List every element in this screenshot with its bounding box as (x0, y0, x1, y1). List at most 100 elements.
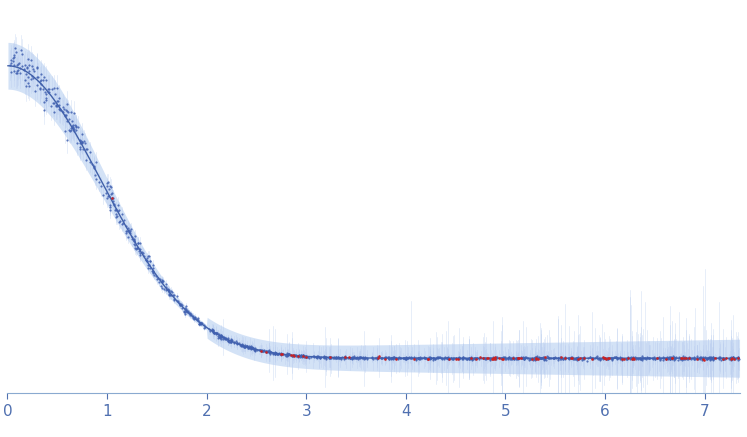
Point (678, 354, 690, 361)
Point (300, 354, 312, 361)
Point (412, 354, 424, 361)
Point (68, 109, 80, 116)
Point (270, 349, 282, 356)
Point (648, 355, 660, 362)
Point (106, 194, 118, 201)
Point (717, 354, 729, 361)
Point (495, 354, 506, 361)
Point (616, 354, 628, 361)
Point (214, 332, 226, 339)
Point (122, 228, 134, 235)
Point (469, 355, 481, 362)
Point (651, 354, 663, 361)
Point (296, 353, 308, 360)
Point (27, 66, 39, 73)
Point (52, 98, 63, 105)
Point (707, 354, 719, 361)
Point (530, 354, 542, 361)
Point (59, 127, 71, 134)
Point (74, 136, 86, 143)
Point (350, 355, 362, 362)
Point (88, 163, 100, 170)
Point (707, 355, 719, 362)
Point (86, 160, 98, 167)
Point (213, 330, 225, 337)
Point (161, 286, 173, 293)
Point (231, 340, 243, 347)
Point (212, 333, 224, 340)
Point (406, 354, 418, 361)
Point (675, 355, 687, 362)
Point (164, 289, 176, 296)
Point (140, 257, 152, 264)
Point (167, 291, 179, 298)
Point (339, 354, 351, 361)
Point (312, 354, 324, 361)
Point (459, 355, 471, 362)
Point (161, 285, 173, 292)
Point (679, 353, 691, 360)
Point (248, 346, 260, 353)
Point (484, 356, 496, 363)
Point (72, 124, 84, 131)
Point (106, 194, 118, 201)
Point (105, 201, 117, 208)
Point (489, 354, 501, 361)
Point (443, 356, 455, 363)
Point (559, 355, 571, 362)
Point (180, 302, 192, 309)
Point (630, 355, 642, 362)
Point (507, 354, 519, 361)
Point (518, 354, 530, 361)
Point (295, 353, 307, 360)
Point (55, 106, 66, 113)
Point (693, 354, 705, 361)
Point (68, 125, 80, 132)
Point (672, 357, 684, 364)
Point (526, 355, 538, 362)
Point (276, 350, 288, 357)
Point (681, 354, 692, 361)
Point (597, 355, 609, 362)
Point (288, 351, 300, 358)
Point (540, 356, 552, 363)
Point (425, 354, 437, 361)
Point (263, 348, 275, 355)
Point (107, 198, 119, 205)
Point (359, 354, 371, 361)
Point (616, 356, 628, 363)
Point (311, 354, 323, 361)
Point (634, 356, 646, 363)
Point (704, 356, 716, 363)
Point (495, 354, 506, 361)
Point (43, 89, 55, 96)
Point (388, 354, 400, 361)
Point (662, 354, 674, 361)
Point (31, 63, 43, 70)
Point (400, 355, 412, 362)
Point (594, 356, 606, 363)
Point (305, 353, 317, 360)
Point (409, 356, 421, 363)
Point (149, 272, 161, 279)
Point (167, 296, 179, 303)
Point (513, 355, 525, 362)
Point (84, 148, 96, 155)
Point (563, 354, 575, 361)
Point (114, 218, 125, 225)
Point (611, 355, 623, 362)
Point (208, 329, 220, 336)
Point (70, 123, 82, 130)
Point (204, 328, 216, 335)
Point (260, 349, 272, 356)
Point (548, 355, 560, 362)
Point (485, 354, 497, 361)
Point (533, 354, 545, 361)
Point (210, 330, 222, 337)
Point (318, 353, 330, 360)
Point (282, 350, 294, 357)
Point (101, 183, 113, 190)
Point (620, 356, 632, 363)
Point (84, 158, 96, 165)
Point (524, 355, 536, 362)
